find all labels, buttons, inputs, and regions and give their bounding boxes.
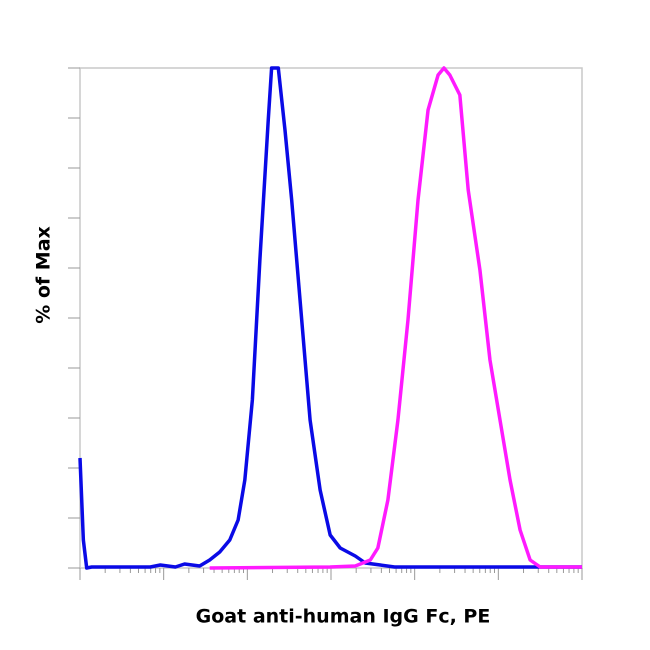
x-axis-label: Goat anti-human IgG Fc, PE <box>196 606 491 628</box>
series-line <box>209 66 582 570</box>
y-axis-label: % of Max <box>33 226 55 324</box>
series-line <box>78 66 582 570</box>
plot-frame <box>79 67 583 569</box>
